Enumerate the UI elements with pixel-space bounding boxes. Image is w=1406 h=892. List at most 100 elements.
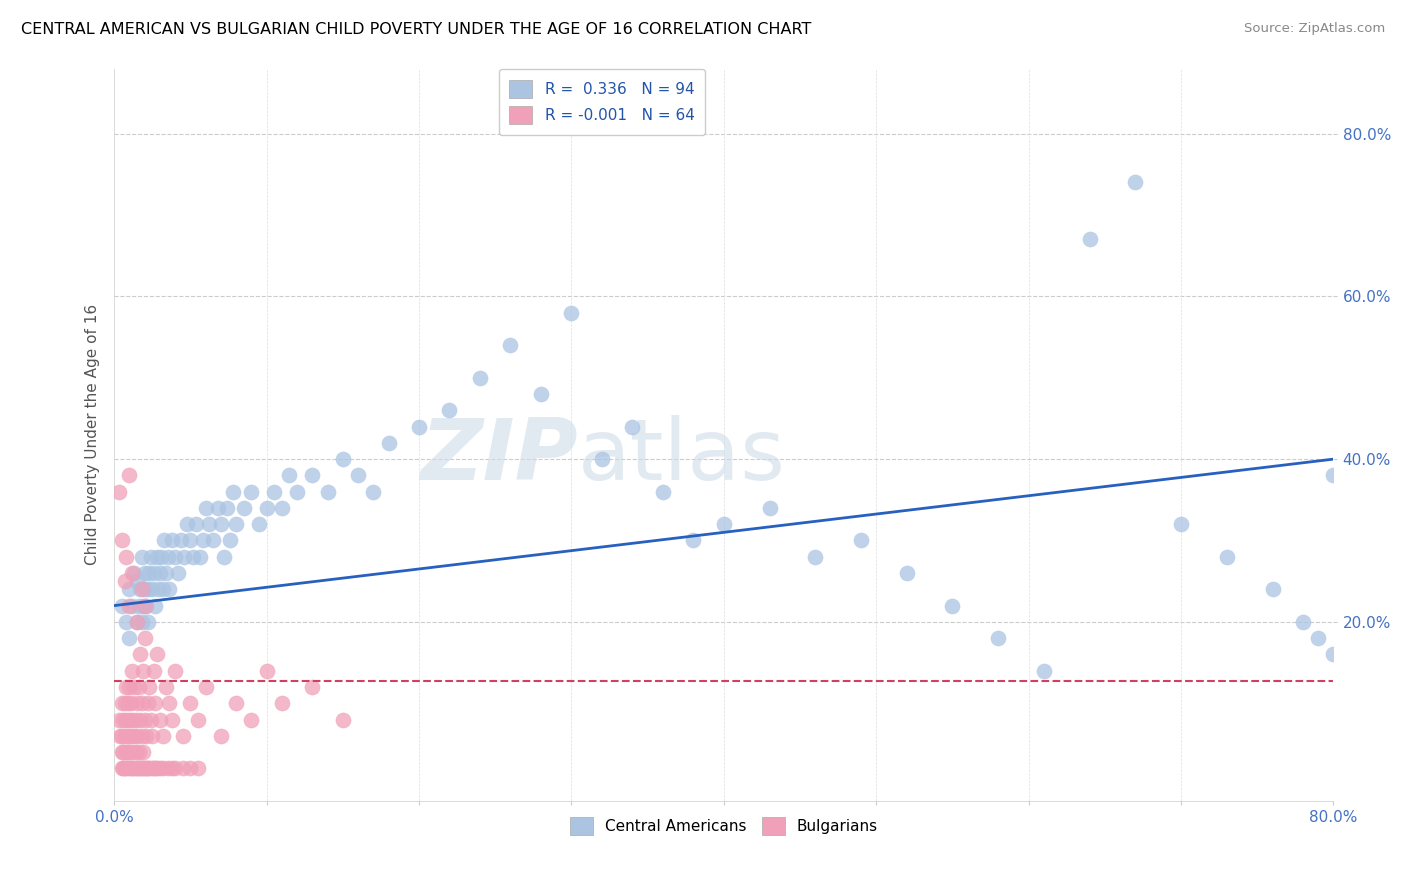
Point xyxy=(361,484,384,499)
Text: atlas: atlas xyxy=(578,415,786,498)
Point xyxy=(115,745,138,759)
Point xyxy=(125,729,148,743)
Point xyxy=(1322,648,1344,662)
Point xyxy=(439,403,461,417)
Point xyxy=(560,305,582,319)
Point xyxy=(125,615,148,629)
Point xyxy=(111,599,134,613)
Point xyxy=(270,500,292,515)
Point xyxy=(179,696,201,710)
Point xyxy=(152,761,174,775)
Point xyxy=(316,484,339,499)
Point xyxy=(225,696,247,710)
Point xyxy=(112,761,135,775)
Point xyxy=(219,533,242,548)
Point xyxy=(146,549,169,564)
Point xyxy=(118,745,141,759)
Point xyxy=(1308,631,1330,645)
Point xyxy=(197,517,219,532)
Point xyxy=(121,745,143,759)
Point xyxy=(148,582,170,597)
Point xyxy=(160,713,183,727)
Point xyxy=(209,729,232,743)
Point xyxy=(117,745,139,759)
Point xyxy=(117,696,139,710)
Point xyxy=(114,761,136,775)
Point xyxy=(112,745,135,759)
Point xyxy=(240,484,263,499)
Point xyxy=(332,452,354,467)
Point xyxy=(1170,517,1192,532)
Point xyxy=(179,533,201,548)
Point xyxy=(118,599,141,613)
Point xyxy=(135,761,157,775)
Point xyxy=(187,713,209,727)
Point xyxy=(713,517,735,532)
Point xyxy=(115,680,138,694)
Point xyxy=(155,680,177,694)
Point xyxy=(111,696,134,710)
Point xyxy=(134,713,156,727)
Point xyxy=(124,713,146,727)
Point xyxy=(172,761,194,775)
Point xyxy=(128,745,150,759)
Point xyxy=(530,387,553,401)
Point xyxy=(143,599,166,613)
Point xyxy=(136,696,159,710)
Point xyxy=(141,582,163,597)
Point xyxy=(111,533,134,548)
Point xyxy=(408,419,430,434)
Point xyxy=(114,696,136,710)
Point xyxy=(131,696,153,710)
Point xyxy=(987,631,1010,645)
Point xyxy=(118,761,141,775)
Point xyxy=(120,696,142,710)
Point xyxy=(225,517,247,532)
Point xyxy=(499,338,522,352)
Y-axis label: Child Poverty Under the Age of 16: Child Poverty Under the Age of 16 xyxy=(86,304,100,566)
Point xyxy=(112,713,135,727)
Point xyxy=(591,452,613,467)
Point xyxy=(209,517,232,532)
Point xyxy=(1292,615,1315,629)
Point xyxy=(138,566,160,580)
Point xyxy=(149,566,172,580)
Point xyxy=(131,615,153,629)
Point xyxy=(111,761,134,775)
Point xyxy=(187,761,209,775)
Point xyxy=(139,549,162,564)
Point xyxy=(110,729,132,743)
Point xyxy=(121,761,143,775)
Point xyxy=(118,713,141,727)
Point xyxy=(134,599,156,613)
Point xyxy=(212,549,235,564)
Point xyxy=(804,549,827,564)
Point xyxy=(194,680,217,694)
Point xyxy=(131,729,153,743)
Point xyxy=(332,713,354,727)
Point xyxy=(117,729,139,743)
Point xyxy=(142,566,165,580)
Point xyxy=(152,582,174,597)
Point xyxy=(222,484,245,499)
Point xyxy=(173,549,195,564)
Point xyxy=(114,574,136,589)
Point xyxy=(111,729,134,743)
Point xyxy=(758,500,780,515)
Point xyxy=(136,615,159,629)
Point xyxy=(131,761,153,775)
Point xyxy=(135,729,157,743)
Point xyxy=(207,500,229,515)
Point xyxy=(1322,468,1344,483)
Point xyxy=(141,729,163,743)
Point xyxy=(129,761,152,775)
Point xyxy=(176,517,198,532)
Point xyxy=(128,680,150,694)
Point xyxy=(118,631,141,645)
Point xyxy=(141,761,163,775)
Point xyxy=(115,549,138,564)
Point xyxy=(121,566,143,580)
Point xyxy=(118,468,141,483)
Point xyxy=(131,549,153,564)
Point xyxy=(128,599,150,613)
